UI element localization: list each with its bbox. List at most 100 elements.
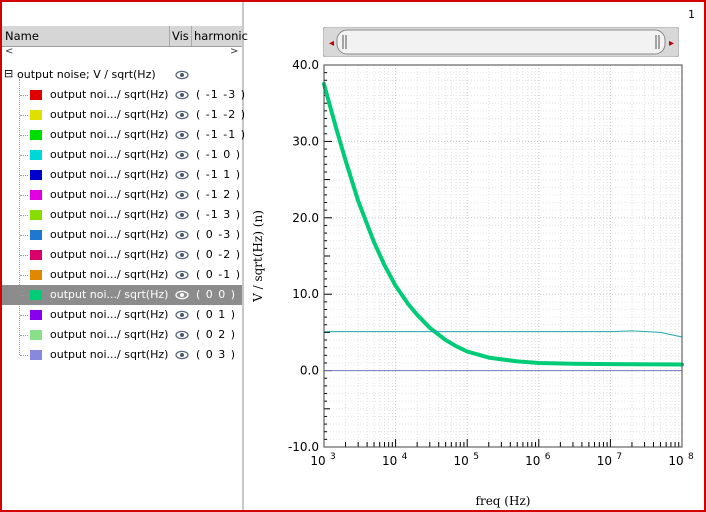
visibility-eye-icon[interactable] xyxy=(175,68,189,82)
series-line[interactable] xyxy=(323,330,683,338)
harmonic-label: ( -1 2 ) xyxy=(196,188,242,201)
x-tick-exponent: 7 xyxy=(616,452,622,462)
trace-label: output noi.../ sqrt(Hz) xyxy=(50,268,169,281)
trace-row[interactable]: output noi.../ sqrt(Hz) ( 0 -2 ) xyxy=(2,245,242,265)
harmonic-label: ( -1 1 ) xyxy=(196,168,242,181)
visibility-eye-icon[interactable] xyxy=(175,288,189,302)
x-tick-exponent: 4 xyxy=(402,452,408,462)
trace-row[interactable]: output noi.../ sqrt(Hz) ( 0 3 ) xyxy=(2,345,242,365)
column-harmonic-header[interactable]: harmonic xyxy=(194,29,248,43)
trace-color-swatch xyxy=(30,330,42,340)
harmonic-label: ( 0 3 ) xyxy=(196,348,237,361)
visibility-eye-icon[interactable] xyxy=(175,228,189,242)
tree-connector xyxy=(20,355,28,356)
trace-label: output noi.../ sqrt(Hz) xyxy=(50,168,169,181)
visibility-eye-icon[interactable] xyxy=(175,148,189,162)
trace-color-swatch xyxy=(30,150,42,160)
column-separator[interactable] xyxy=(169,26,170,46)
trace-color-swatch xyxy=(30,190,42,200)
trace-color-swatch xyxy=(30,270,42,280)
scroll-thumb[interactable] xyxy=(336,29,666,55)
trace-row[interactable]: output noi.../ sqrt(Hz) ( -1 2 ) xyxy=(2,185,242,205)
trace-row[interactable]: output noi.../ sqrt(Hz) ( 0 0 ) xyxy=(2,285,242,305)
scroll-right-indicator[interactable]: > xyxy=(230,46,239,57)
collapse-toggle-icon[interactable]: ⊟ xyxy=(4,67,14,80)
trace-label: output noi.../ sqrt(Hz) xyxy=(50,228,169,241)
trace-color-swatch xyxy=(30,290,42,300)
trace-label: output noi.../ sqrt(Hz) xyxy=(50,208,169,221)
scroll-right-arrow-icon[interactable]: ▸ xyxy=(669,38,674,49)
trace-row[interactable]: output noi.../ sqrt(Hz) ( 0 1 ) xyxy=(2,305,242,325)
harmonic-label: ( -1 -3 ) xyxy=(196,88,247,101)
trace-color-swatch xyxy=(30,130,42,140)
horizontal-scrollbar[interactable]: ◂ ▸ xyxy=(323,27,679,57)
tree-connector xyxy=(20,315,28,316)
visibility-eye-icon[interactable] xyxy=(175,328,189,342)
x-tick-label: 10 xyxy=(310,454,325,468)
x-tick-label: 10 xyxy=(454,454,469,468)
trace-row[interactable]: output noi.../ sqrt(Hz) ( -1 -1 ) xyxy=(2,125,245,145)
trace-label: output noi.../ sqrt(Hz) xyxy=(50,288,169,301)
y-tick-label: 20.0 xyxy=(292,211,319,225)
trace-row[interactable]: output noi.../ sqrt(Hz) ( -1 3 ) xyxy=(2,205,242,225)
tree-root[interactable]: ⊟ output noise; V / sqrt(Hz) xyxy=(2,65,242,85)
trace-color-swatch xyxy=(30,350,42,360)
trace-row[interactable]: output noi.../ sqrt(Hz) ( 0 -1 ) xyxy=(2,265,242,285)
scroll-left-indicator[interactable]: < xyxy=(5,46,14,57)
series-line[interactable] xyxy=(322,82,684,367)
tree-connector xyxy=(20,115,28,116)
visibility-eye-icon[interactable] xyxy=(175,208,189,222)
x-tick-exponent: 6 xyxy=(545,452,551,462)
x-tick-label: 10 xyxy=(525,454,540,468)
x-tick-label: 10 xyxy=(382,454,397,468)
y-axis-label: V / sqrt(Hz) (n) xyxy=(251,210,265,303)
visibility-eye-icon[interactable] xyxy=(175,188,189,202)
trace-row[interactable]: output noi.../ sqrt(Hz) ( -1 1 ) xyxy=(2,165,242,185)
trace-panel: Name Vis harmonic < > ⊟ output noise; V … xyxy=(2,2,248,510)
page-indicator: 1 xyxy=(688,8,695,21)
x-tick-label: 10 xyxy=(597,454,612,468)
column-separator[interactable] xyxy=(191,26,192,46)
scroll-left-arrow-icon[interactable]: ◂ xyxy=(329,38,334,49)
visibility-eye-icon[interactable] xyxy=(175,128,189,142)
y-tick-label: 0.0 xyxy=(300,364,319,378)
harmonic-label: ( -1 3 ) xyxy=(196,208,242,221)
trace-color-swatch xyxy=(30,310,42,320)
trace-label: output noi.../ sqrt(Hz) xyxy=(50,308,169,321)
x-axis-label: freq (Hz) xyxy=(476,494,531,508)
tree-connector xyxy=(20,275,28,276)
trace-label: output noi.../ sqrt(Hz) xyxy=(50,88,169,101)
trace-color-swatch xyxy=(30,90,42,100)
trace-color-swatch xyxy=(30,210,42,220)
y-tick-label: 30.0 xyxy=(292,134,319,148)
trace-row[interactable]: output noi.../ sqrt(Hz) ( -1 0 ) xyxy=(2,145,242,165)
visibility-eye-icon[interactable] xyxy=(175,88,189,102)
x-tick-label: 10 xyxy=(668,454,683,468)
trace-row[interactable]: output noi.../ sqrt(Hz) ( -1 -2 ) xyxy=(2,105,245,125)
harmonic-label: ( -1 -2 ) xyxy=(196,108,247,121)
tree-connector xyxy=(20,95,28,96)
harmonic-label: ( 0 2 ) xyxy=(196,328,237,341)
column-name-header[interactable]: Name xyxy=(5,29,39,43)
visibility-eye-icon[interactable] xyxy=(175,308,189,322)
trace-label: output noi.../ sqrt(Hz) xyxy=(50,188,169,201)
trace-row[interactable]: output noi.../ sqrt(Hz) ( -1 -3 ) xyxy=(2,85,245,105)
y-tick-label: -10.0 xyxy=(288,440,319,454)
visibility-eye-icon[interactable] xyxy=(175,108,189,122)
noise-plot[interactable]: 40.030.020.010.00.0-10.010 3 10 4 10 5 10 6 10 7 1… xyxy=(244,58,704,510)
visibility-eye-icon[interactable] xyxy=(175,168,189,182)
tree-connector xyxy=(20,335,28,336)
tree-connector xyxy=(20,215,28,216)
tree-connector xyxy=(20,295,28,296)
visibility-eye-icon[interactable] xyxy=(175,348,189,362)
x-tick-exponent: 5 xyxy=(473,452,479,462)
tree-connector xyxy=(20,195,28,196)
visibility-eye-icon[interactable] xyxy=(175,268,189,282)
visibility-eye-icon[interactable] xyxy=(175,248,189,262)
y-tick-label: 40.0 xyxy=(292,58,319,72)
harmonic-label: ( -1 -1 ) xyxy=(196,128,247,141)
trace-row[interactable]: output noi.../ sqrt(Hz) ( 0 -3 ) xyxy=(2,225,242,245)
column-vis-header[interactable]: Vis xyxy=(172,29,189,43)
trace-row[interactable]: output noi.../ sqrt(Hz) ( 0 2 ) xyxy=(2,325,242,345)
